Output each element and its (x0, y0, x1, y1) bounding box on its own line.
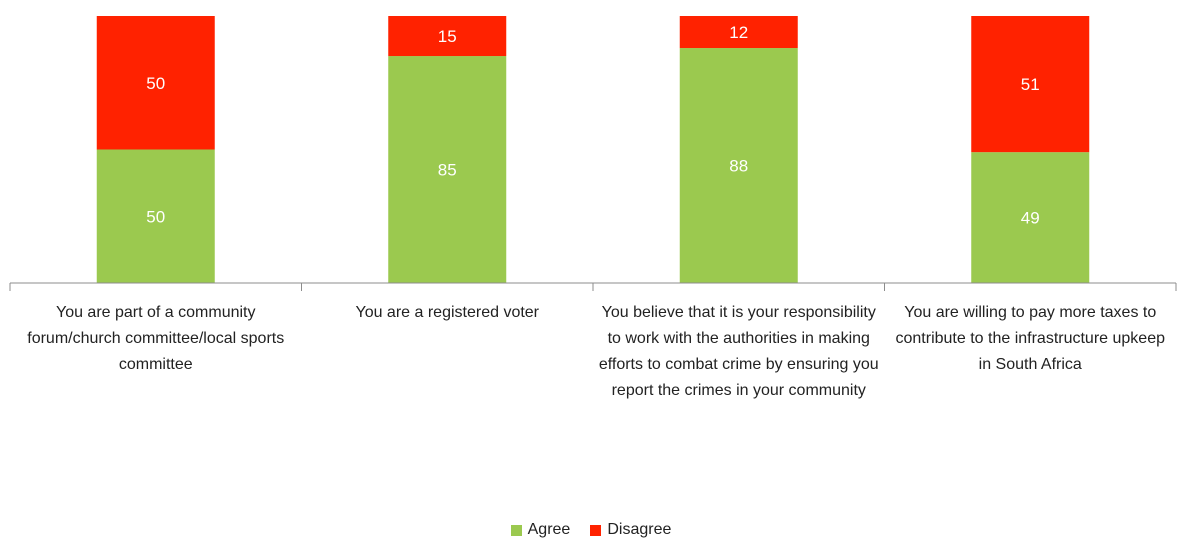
legend-swatch-disagree (590, 524, 602, 536)
chart: 50 50 85 15 88 12 49 51 (9, 16, 1177, 291)
data-label-disagree-2: 15 (438, 27, 457, 46)
category-label-4: You are willing to pay more taxes to con… (895, 304, 1166, 373)
bar-disagree-1 (96, 16, 215, 150)
bar-agree-4 (971, 152, 1090, 283)
data-label-disagree-4: 51 (1021, 75, 1040, 94)
bar-disagree-3 (679, 16, 798, 49)
legend: Agree Disagree (0, 521, 1182, 539)
legend-item-disagree: Disagree (590, 521, 671, 539)
data-label-agree-1: 50 (146, 207, 165, 226)
category-label-2: You are a registered voter (355, 304, 540, 321)
data-label-disagree-1: 50 (146, 74, 165, 93)
data-label-agree-4: 49 (1021, 209, 1040, 228)
bar-disagree-4 (971, 16, 1090, 153)
axis-group (9, 282, 1177, 291)
legend-label-disagree: Disagree (607, 521, 672, 538)
bar-agree-1 (96, 149, 215, 283)
bar-agree-2 (388, 56, 507, 283)
data-label-agree-2: 85 (438, 161, 457, 180)
data-label-disagree-3: 12 (729, 23, 748, 42)
bar-disagree-2 (388, 16, 507, 57)
data-label-agree-3: 88 (729, 157, 748, 176)
legend-label-agree: Agree (527, 521, 571, 538)
legend-item-agree: Agree (510, 521, 571, 539)
legend-swatch-agree (510, 524, 522, 536)
category-label-3: You believe that it is your responsibili… (598, 304, 879, 399)
bar-agree-3 (679, 48, 798, 283)
category-label-1: You are part of a community forum/church… (27, 304, 285, 373)
bars-group: 50 50 85 15 88 12 49 51 (96, 16, 1090, 283)
